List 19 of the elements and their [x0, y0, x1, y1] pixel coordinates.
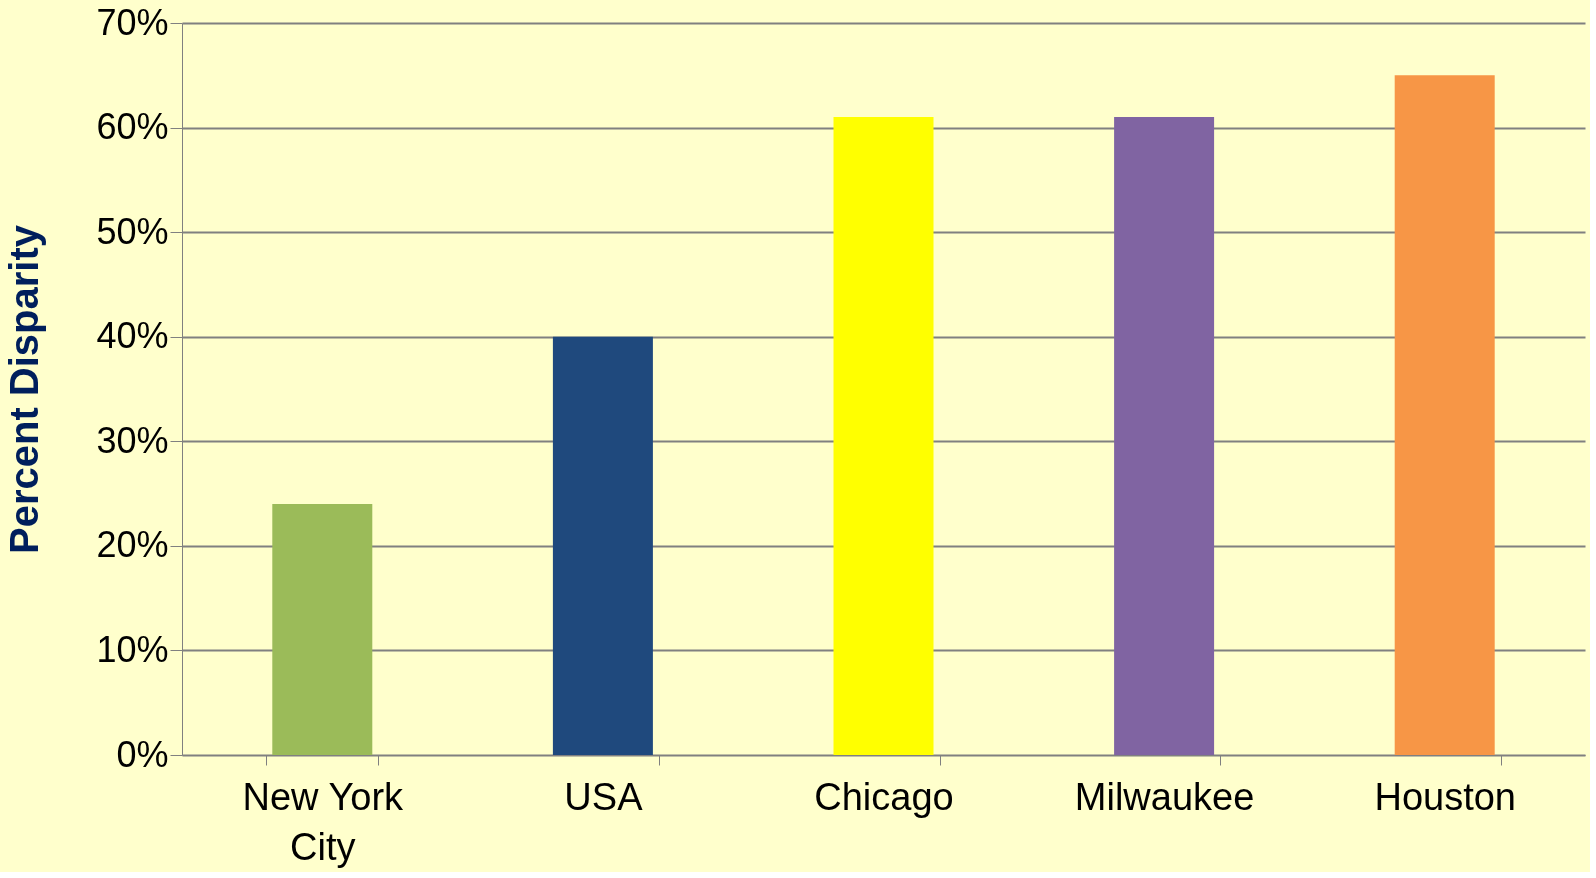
y-tick-label: 60% — [96, 106, 169, 148]
y-axis-title: Percent Disparity — [2, 224, 47, 555]
y-tick-label: 50% — [96, 210, 169, 252]
y-tick-label: 70% — [96, 1, 169, 43]
x-tick-label: Chicago — [814, 775, 954, 818]
x-tick-label: Milwaukee — [1074, 775, 1255, 818]
x-tick-label: New York City — [242, 775, 405, 868]
x-tick-label: Houston — [1374, 775, 1516, 818]
x-tick-label: USA — [564, 775, 644, 818]
y-tick-label: 10% — [96, 628, 169, 670]
bar — [1394, 75, 1495, 755]
y-tick-label: 30% — [96, 419, 169, 461]
bar — [552, 336, 653, 755]
y-tick-label: 0% — [116, 733, 169, 775]
bar — [1114, 117, 1215, 755]
bar — [833, 117, 934, 755]
y-tick-label: 20% — [96, 524, 169, 566]
y-tick-label: 40% — [96, 315, 169, 357]
bar — [272, 504, 373, 755]
